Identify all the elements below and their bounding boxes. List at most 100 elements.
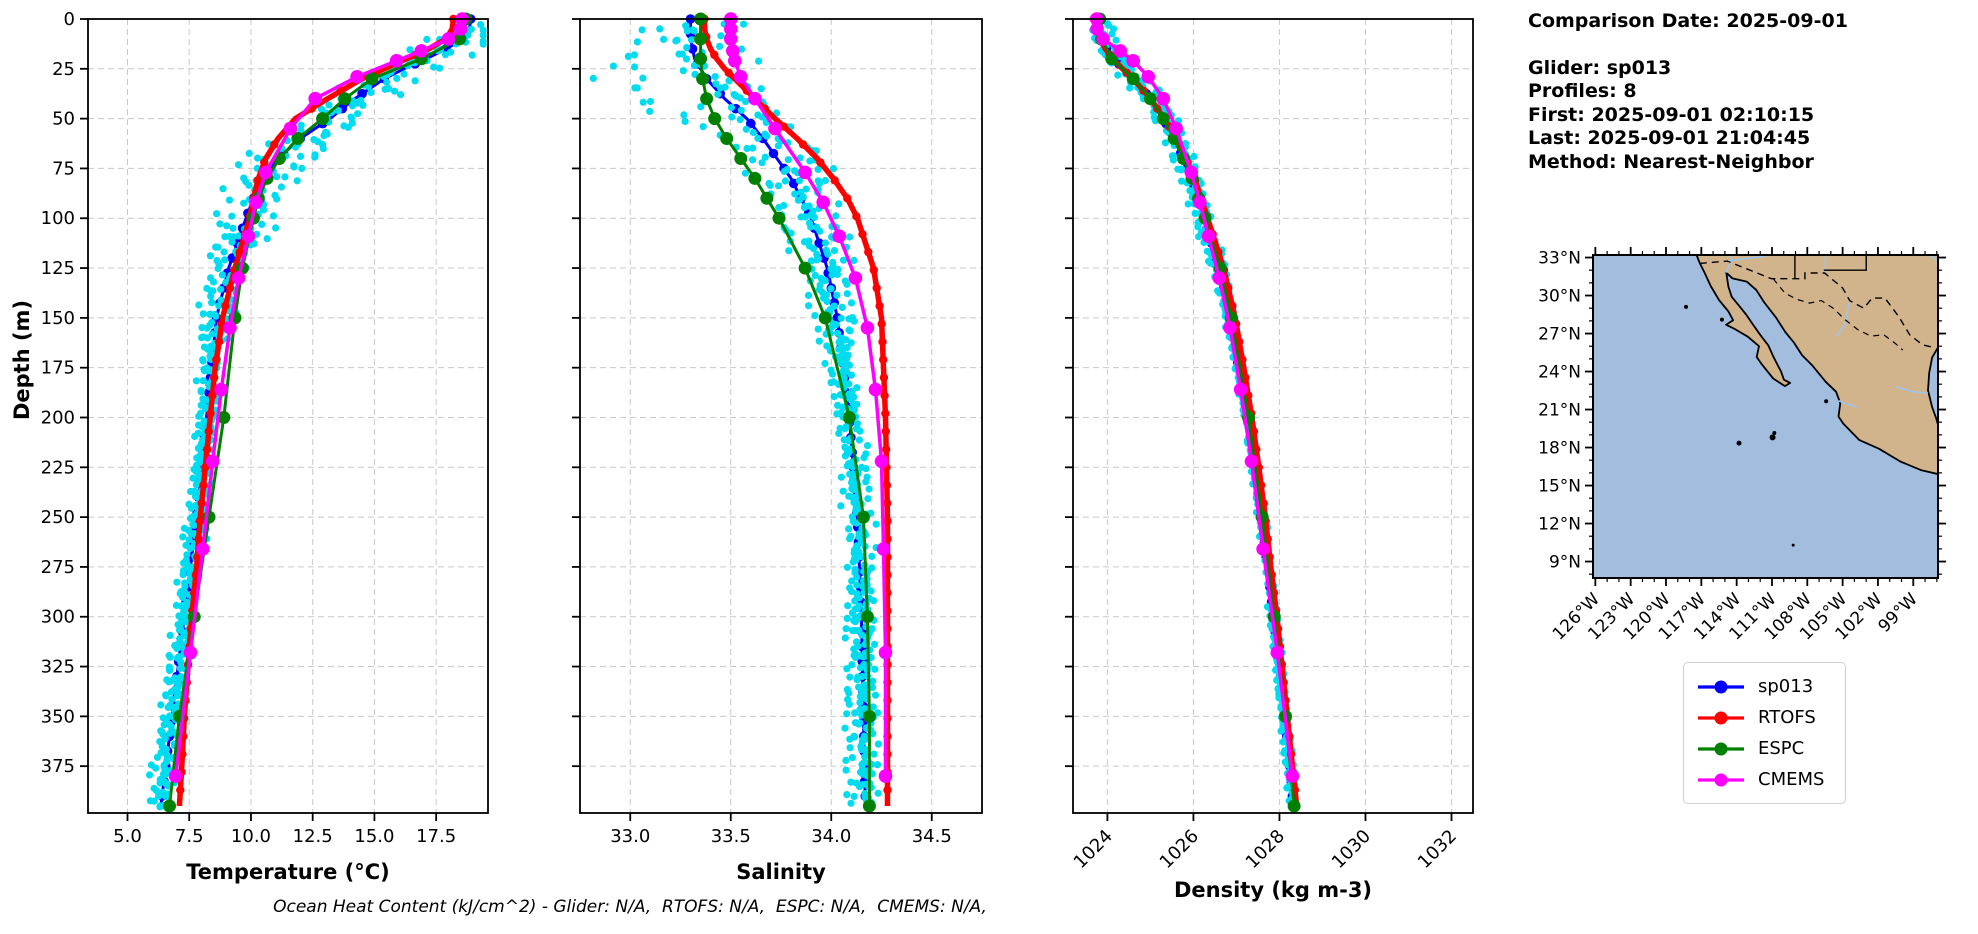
map-island (1772, 430, 1777, 435)
svg-text:1030: 1030 (1328, 826, 1375, 873)
svg-text:12.5: 12.5 (293, 826, 333, 847)
temperature-plot: 5.0 7.5 10.0 12.5 15.0 17.5 0 25 50 75 100 125 150 17… (41, 9, 489, 847)
svg-text:200: 200 (41, 407, 75, 428)
salinity-plot: 33.0 33.5 34.0 34.5 (572, 12, 983, 847)
svg-text:1026: 1026 (1156, 826, 1203, 873)
svg-text:100: 100 (41, 208, 75, 229)
axis-ticks: 33.0 33.5 34.0 34.5 (572, 18, 952, 847)
svg-text:350: 350 (41, 706, 75, 727)
location-map: 33°N30°N27°N24°N21°N18°N15°N12°N9°N126°W… (1538, 247, 1946, 644)
map-state-border (1823, 255, 1867, 271)
legend-label: sp013 (1758, 676, 1814, 697)
map-state-border-dashed (1772, 278, 1904, 351)
map-lat-label: 33°N (1538, 249, 1581, 269)
series-ESPC (1093, 12, 1301, 813)
map-island (1736, 440, 1742, 446)
grid (1073, 19, 1473, 813)
map-lat-label: 27°N (1538, 325, 1581, 345)
svg-text:0: 0 (64, 9, 75, 30)
comparison-info-panel: Comparison Date: 2025-09-01 Glider: sp01… (1528, 10, 1848, 174)
svg-text:17.5: 17.5 (416, 826, 456, 847)
svg-text:10.0: 10.0 (231, 826, 271, 847)
svg-text:33.5: 33.5 (711, 826, 751, 847)
map-island (1684, 304, 1689, 309)
profiles-count: Profiles: 8 (1528, 80, 1637, 102)
grid (88, 19, 488, 813)
map-river (1727, 255, 1767, 263)
svg-text:25: 25 (52, 59, 75, 80)
legend-item-rtofs: RTOFS (1696, 707, 1833, 728)
svg-text:150: 150 (41, 308, 75, 329)
comparison-date: Comparison Date: 2025-09-01 (1528, 10, 1848, 32)
legend-swatch-sp013 (1698, 680, 1744, 693)
svg-text:1032: 1032 (1414, 826, 1461, 873)
svg-text:275: 275 (41, 557, 75, 578)
legend-swatch-rtofs (1698, 711, 1744, 724)
map-island (1769, 434, 1776, 441)
map-lat-label: 9°N (1549, 553, 1581, 573)
legend-swatch-cmems (1698, 773, 1744, 786)
map-island (1791, 543, 1795, 547)
temperature-axis-title: Temperature (°C) (186, 860, 389, 884)
map-river (1838, 399, 1858, 408)
svg-text:34.5: 34.5 (912, 826, 952, 847)
series-sp013 (1094, 14, 1298, 807)
axis-ticks: 5.0 7.5 10.0 12.5 15.0 17.5 0 25 50 75 100 125 150 17… (41, 9, 457, 847)
ohc-caption: Ocean Heat Content (kJ/cm^2) - Glider: N… (273, 897, 987, 917)
svg-text:125: 125 (41, 258, 75, 279)
axis-ticks: 1024 1026 1028 1030 1032 (1065, 18, 1461, 873)
method: Method: Nearest-Neighbor (1528, 150, 1814, 173)
legend-label: CMEMS (1758, 769, 1825, 790)
map-river (1725, 255, 1733, 273)
svg-text:225: 225 (41, 457, 75, 478)
series-CMEMS (1089, 12, 1300, 783)
map-lat-label: 18°N (1538, 439, 1581, 459)
density-plot: 1024 1026 1028 1030 1032 (1065, 12, 1474, 873)
series-RTOFS (1093, 14, 1300, 807)
first-profile-time: First: 2025-09-01 02:10:15 (1528, 103, 1815, 126)
glider-raw-scatter (589, 20, 883, 811)
map-ticks (1585, 247, 1946, 586)
legend-label: ESPC (1758, 738, 1805, 759)
map-lat-label: 12°N (1538, 515, 1581, 535)
map-river (1836, 300, 1851, 337)
series-CMEMS (724, 12, 893, 783)
last-profile-time: Last: 2025-09-01 21:04:45 (1528, 127, 1811, 149)
svg-text:75: 75 (52, 158, 75, 179)
svg-text:33.0: 33.0 (610, 826, 650, 847)
svg-text:15.0: 15.0 (354, 826, 394, 847)
map-river (1929, 255, 1938, 262)
profile-plots: 5.0 7.5 10.0 12.5 15.0 17.5 0 25 50 75 100 125 150 17… (41, 9, 1474, 902)
density-axis-title: Density (kg m-3) (1174, 878, 1372, 902)
legend-item-espc: ESPC (1696, 738, 1833, 759)
legend-item-cmems: CMEMS (1696, 769, 1833, 790)
svg-text:375: 375 (41, 756, 75, 777)
map-lat-label: 24°N (1538, 363, 1581, 383)
glider-id: Glider: sp013 (1528, 56, 1672, 79)
svg-text:7.5: 7.5 (175, 826, 204, 847)
salinity-axis-title: Salinity (736, 860, 826, 884)
map-island (1719, 317, 1724, 322)
legend-label: RTOFS (1758, 707, 1816, 728)
map-lat-label: 30°N (1538, 287, 1581, 307)
svg-text:300: 300 (41, 607, 75, 628)
svg-text:325: 325 (41, 657, 75, 678)
series-ESPC (694, 12, 876, 813)
series-CMEMS (168, 12, 469, 783)
svg-text:50: 50 (52, 109, 75, 130)
svg-text:1024: 1024 (1070, 826, 1117, 873)
svg-text:175: 175 (41, 358, 75, 379)
map-island (1824, 399, 1829, 404)
legend-item-sp013: sp013 (1696, 676, 1833, 697)
map-land (1684, 255, 1938, 547)
legend-swatch-espc (1698, 742, 1744, 755)
svg-text:34.0: 34.0 (811, 826, 851, 847)
svg-text:1028: 1028 (1242, 826, 1289, 873)
map-lat-label: 21°N (1538, 401, 1581, 421)
map-river (1895, 385, 1929, 394)
map-us-mexico-border (1699, 260, 1932, 348)
map-lat-label: 15°N (1538, 477, 1581, 497)
map-lon-label: 99°W (1874, 589, 1921, 636)
svg-text:250: 250 (41, 507, 75, 528)
svg-text:5.0: 5.0 (113, 826, 142, 847)
